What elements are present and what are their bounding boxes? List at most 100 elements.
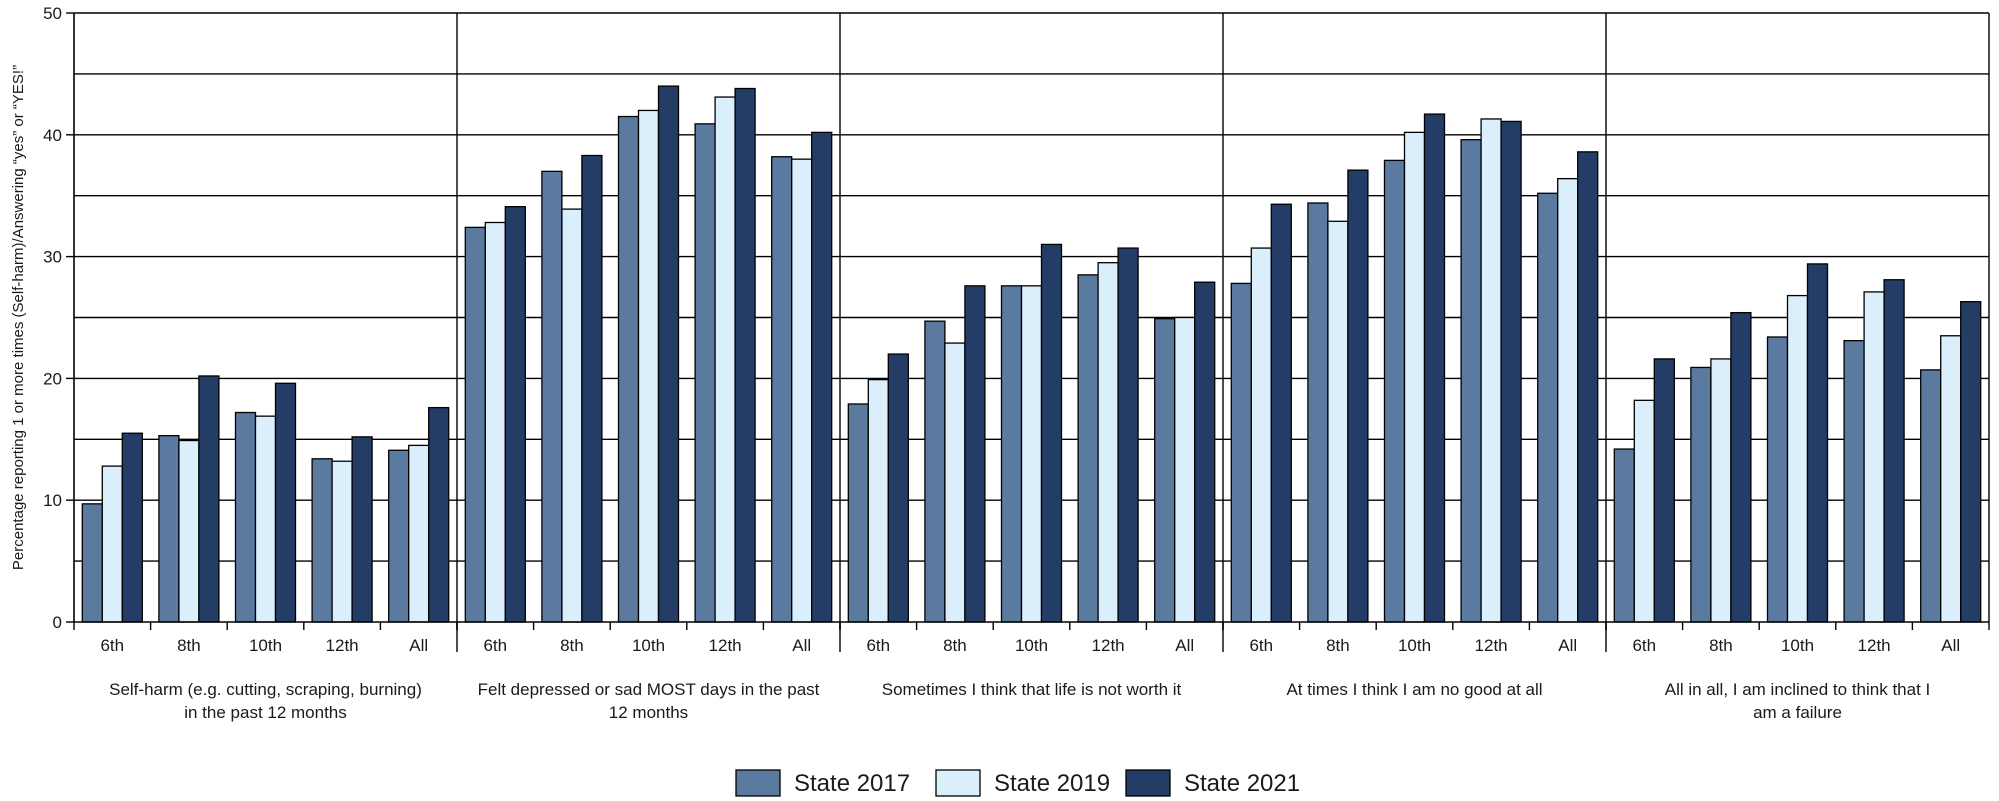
group-label: Self-harm (e.g. cutting, scraping, burni… (109, 680, 422, 699)
y-axis-title: Percentage reporting 1 or more times (Se… (10, 65, 27, 570)
bar (198, 375, 220, 623)
bar (1194, 281, 1216, 623)
bar (484, 221, 506, 623)
bar (1920, 369, 1942, 623)
bar (637, 109, 660, 623)
legend-swatch (1125, 769, 1171, 797)
bar (1327, 220, 1349, 623)
bar (331, 460, 353, 623)
bar (351, 436, 373, 623)
x-tick-label: 12th (1092, 636, 1125, 655)
bar (1786, 294, 1809, 623)
bar (1174, 316, 1196, 623)
bar (1480, 118, 1502, 623)
bar (1383, 159, 1406, 623)
x-tick-label: 10th (1781, 636, 1814, 655)
bar (1460, 139, 1482, 623)
x-tick-label: 12th (709, 636, 742, 655)
y-tick-label: 30 (43, 248, 62, 267)
x-tick-label: All (792, 636, 811, 655)
legend-label: State 2017 (794, 770, 910, 797)
group-label: At times I think I am no good at all (1286, 680, 1542, 699)
bar (388, 449, 410, 623)
bar (1940, 335, 1962, 623)
bar (1117, 247, 1139, 623)
x-tick-label: All (1558, 636, 1577, 655)
y-tick-label: 20 (43, 369, 62, 388)
x-tick-label: 8th (560, 636, 584, 655)
bar (1537, 192, 1559, 623)
bar (581, 154, 603, 623)
x-tick-label: 10th (249, 636, 282, 655)
bar (867, 378, 889, 623)
bar (178, 439, 200, 623)
legend-swatch (935, 769, 981, 797)
legend-swatch (735, 769, 781, 797)
x-tick-label: 12th (1475, 636, 1508, 655)
bar (964, 285, 986, 623)
x-tick-label: 6th (1249, 636, 1273, 655)
group-label: All in all, I am inclined to think that … (1665, 680, 1931, 699)
x-tick-label: 8th (943, 636, 967, 655)
x-tick-label: 6th (866, 636, 890, 655)
x-tick-label: 10th (1398, 636, 1431, 655)
bar (771, 156, 793, 623)
bar (1347, 169, 1369, 623)
bar (1883, 279, 1905, 623)
bar (464, 226, 486, 623)
x-tick-label: 12th (1858, 636, 1891, 655)
bar (1270, 203, 1292, 623)
bar (1653, 358, 1675, 623)
bar (158, 434, 180, 623)
bar (1577, 151, 1599, 623)
bar (254, 415, 277, 623)
bar (847, 403, 869, 623)
bar (234, 411, 257, 623)
x-tick-label: All (1941, 636, 1960, 655)
legend-label: State 2019 (994, 770, 1110, 797)
bar (1230, 282, 1252, 623)
bar (1020, 285, 1043, 623)
bar (694, 123, 716, 623)
bar (408, 444, 430, 623)
x-tick-label: 6th (100, 636, 124, 655)
legend-label: State 2021 (1184, 770, 1300, 797)
y-tick-label: 50 (43, 4, 62, 23)
bar (561, 208, 583, 623)
bar (617, 115, 640, 623)
bar (1077, 274, 1099, 623)
bar (1690, 366, 1712, 623)
bar (1000, 285, 1023, 623)
bar (1730, 311, 1752, 623)
bar (1154, 318, 1176, 623)
bar (887, 353, 909, 623)
bar (1500, 120, 1522, 623)
group-label: in the past 12 months (184, 703, 347, 722)
bar (1097, 262, 1119, 623)
bar (1863, 291, 1885, 623)
bar (428, 406, 450, 623)
bar (1843, 339, 1865, 623)
bar (924, 320, 946, 623)
bar (657, 85, 680, 623)
bar (311, 458, 333, 623)
bar (811, 131, 833, 623)
x-tick-label: 10th (632, 636, 665, 655)
bar (734, 87, 756, 623)
bar (1250, 247, 1272, 623)
y-tick-label: 10 (43, 491, 62, 510)
x-tick-label: 6th (483, 636, 507, 655)
group-label: 12 months (609, 703, 688, 722)
bar (1633, 399, 1655, 623)
x-tick-label: 10th (1015, 636, 1048, 655)
bar (1423, 113, 1446, 623)
bar (791, 158, 813, 623)
bar (714, 96, 736, 623)
x-tick-label: All (409, 636, 428, 655)
x-tick-label: 8th (1709, 636, 1733, 655)
bar (121, 432, 143, 623)
bar (1710, 358, 1732, 623)
x-tick-label: 8th (1326, 636, 1350, 655)
